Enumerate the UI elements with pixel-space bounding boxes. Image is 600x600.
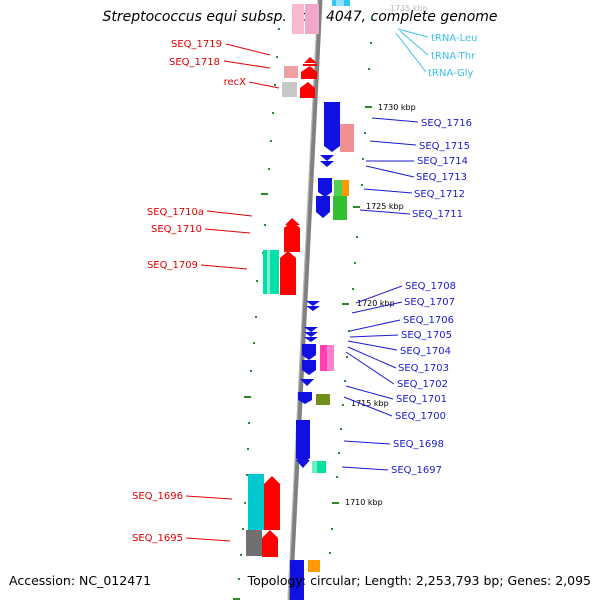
gene-seq-1712 bbox=[318, 178, 332, 197]
label-trna-thr: tRNA-Thr bbox=[431, 51, 476, 62]
label-seq-1718: SEQ_1718 bbox=[169, 57, 220, 68]
label-seq-1712: SEQ_1712 bbox=[414, 189, 465, 200]
label-seq-1698: SEQ_1698 bbox=[393, 439, 444, 450]
label-seq-1713: SEQ_1713 bbox=[416, 172, 467, 183]
gene-seq-1710 bbox=[284, 221, 300, 252]
label-trna-gly: tRNA-Gly bbox=[428, 68, 473, 79]
label-seq-1711: SEQ_1711 bbox=[412, 209, 463, 220]
gene-top-pink-b bbox=[305, 4, 319, 34]
gene-seq-1713 bbox=[320, 161, 334, 167]
label-seq-1715: SEQ_1715 bbox=[419, 141, 470, 152]
gene-bottom-blue bbox=[290, 560, 304, 600]
label-seq-1719: SEQ_1719 bbox=[171, 39, 222, 50]
accession-text: Accession: NC_012471 bbox=[9, 573, 152, 588]
gene-seq-1714 bbox=[320, 155, 334, 161]
gene-seq-1709-arrow bbox=[280, 251, 296, 295]
gene-seq-1704 bbox=[302, 344, 316, 360]
label-seq-1696: SEQ_1696 bbox=[132, 491, 183, 502]
scale-label-1710: 1710 kbp bbox=[345, 498, 383, 507]
gene-seq-1708 bbox=[306, 301, 320, 306]
gene-seq-1700 bbox=[316, 394, 330, 405]
label-seq-1701: SEQ_1701 bbox=[396, 394, 447, 405]
scale-label-1735: 1735 kbp bbox=[390, 4, 428, 13]
gene-seq-1718-arrow bbox=[301, 66, 317, 79]
genome-backbone-highlight bbox=[287, 0, 319, 600]
label-seq-1697: SEQ_1697 bbox=[391, 465, 442, 476]
right-leaders bbox=[341, 117, 419, 471]
gene-seq-1718 bbox=[284, 66, 298, 78]
label-seq-1714: SEQ_1714 bbox=[417, 156, 468, 167]
left-leaders bbox=[185, 43, 280, 542]
gene-seq-1715 bbox=[340, 124, 354, 152]
topology-text: Topology: circular; Length: 2,253,793 bp… bbox=[247, 573, 591, 588]
scale-label-1730: 1730 kbp bbox=[378, 103, 416, 112]
label-seq-1716: SEQ_1716 bbox=[421, 118, 472, 129]
trna-leaders bbox=[395, 28, 429, 73]
left-labels: SEQ_1719 SEQ_1718 recX SEQ_1710a SEQ_171… bbox=[132, 39, 246, 544]
gene-seq-1703 bbox=[302, 360, 316, 375]
label-recx: recX bbox=[224, 77, 247, 88]
label-seq-1700: SEQ_1700 bbox=[395, 411, 446, 422]
label-seq-1705: SEQ_1705 bbox=[401, 330, 452, 341]
label-seq-1704: SEQ_1704 bbox=[400, 346, 451, 357]
gene-seq-1716 bbox=[324, 102, 340, 152]
gene-seq-1696-arrow bbox=[264, 476, 280, 530]
gene-seq-1711-arrow bbox=[316, 196, 330, 218]
label-seq-1708: SEQ_1708 bbox=[405, 281, 456, 292]
label-seq-1709: SEQ_1709 bbox=[147, 260, 198, 271]
label-seq-1702: SEQ_1702 bbox=[397, 379, 448, 390]
scale-label-1715: 1715 kbp bbox=[351, 399, 389, 408]
gene-seq-1712-box bbox=[334, 180, 342, 196]
gene-seq-1696 bbox=[248, 474, 264, 530]
genome-backbone bbox=[287, 0, 323, 600]
gene-bottom-orange bbox=[308, 560, 320, 572]
scale-label-1725: 1725 kbp bbox=[366, 202, 404, 211]
right-genes bbox=[290, 0, 354, 600]
trna-labels: tRNA-Leu tRNA-Thr tRNA-Gly bbox=[428, 33, 477, 79]
label-trna-leu: tRNA-Leu bbox=[431, 33, 477, 44]
label-seq-1707: SEQ_1707 bbox=[404, 297, 455, 308]
gene-seq-1698 bbox=[296, 420, 310, 464]
gene-seq-1711 bbox=[333, 196, 347, 220]
label-seq-1706: SEQ_1706 bbox=[403, 315, 454, 326]
right-ruler bbox=[329, 16, 373, 554]
right-labels: SEQ_1716 SEQ_1715 SEQ_1714 SEQ_1713 SEQ_… bbox=[391, 118, 472, 476]
label-seq-1703: SEQ_1703 bbox=[398, 363, 449, 374]
gene-top-pink-a bbox=[292, 4, 304, 34]
label-seq-1710: SEQ_1710 bbox=[151, 224, 202, 235]
gene-seq-1695-arrow bbox=[262, 530, 278, 557]
scale-label-1720: 1720 kbp bbox=[357, 299, 395, 308]
gene-seq-1707 bbox=[306, 306, 320, 311]
left-genes bbox=[246, 4, 319, 557]
label-seq-1695: SEQ_1695 bbox=[132, 533, 183, 544]
gene-seq-1702 bbox=[300, 379, 314, 386]
gene-seq-1719 bbox=[304, 57, 317, 63]
gene-seq-1701 bbox=[298, 392, 312, 404]
left-ruler bbox=[233, 28, 280, 600]
label-seq-1710a: SEQ_1710a bbox=[147, 207, 204, 218]
gene-recx-arrow bbox=[300, 82, 315, 98]
gene-seq-1709 bbox=[263, 250, 279, 294]
gene-seq-1695 bbox=[246, 530, 262, 556]
gene-recx bbox=[282, 82, 297, 97]
gene-seq-1706 bbox=[304, 327, 318, 332]
gene-seq-1705 bbox=[304, 332, 318, 337]
